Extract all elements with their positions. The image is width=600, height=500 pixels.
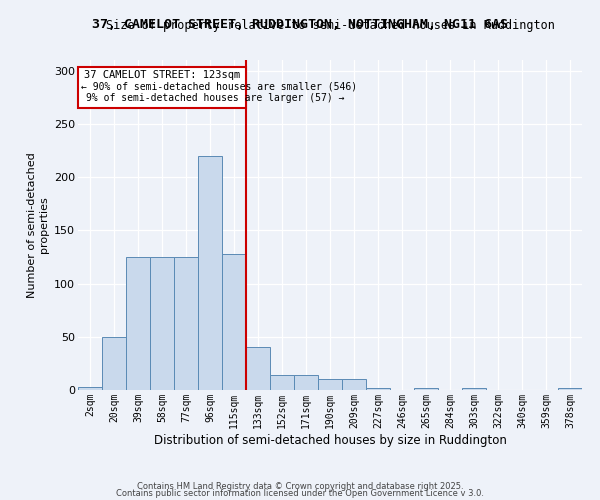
Text: ← 90% of semi-detached houses are smaller (546): ← 90% of semi-detached houses are smalle… [81,82,357,92]
Bar [294,375,318,390]
Text: Contains HM Land Registry data © Crown copyright and database right 2025.: Contains HM Land Registry data © Crown c… [137,482,463,491]
Bar [198,156,222,390]
Text: 9% of semi-detached houses are larger (57) →: 9% of semi-detached houses are larger (5… [86,93,344,103]
Bar [558,388,582,390]
Title: Size of property relative to semi-detached houses in Ruddington: Size of property relative to semi-detach… [106,20,554,32]
Bar [150,257,174,390]
Bar [366,388,390,390]
Bar [414,388,438,390]
Text: 37 CAMELOT STREET: 123sqm: 37 CAMELOT STREET: 123sqm [84,70,241,80]
Bar [246,348,270,390]
Bar [126,257,150,390]
Text: 37, CAMELOT STREET, RUDDINGTON, NOTTINGHAM, NG11 6AS: 37, CAMELOT STREET, RUDDINGTON, NOTTINGH… [92,18,508,30]
Bar [222,254,246,390]
Bar [270,375,294,390]
Text: Contains public sector information licensed under the Open Government Licence v : Contains public sector information licen… [116,488,484,498]
Bar [174,257,198,390]
Bar [102,337,126,390]
FancyBboxPatch shape [79,68,246,108]
Bar [78,387,102,390]
Bar [342,380,366,390]
Bar [462,388,486,390]
X-axis label: Distribution of semi-detached houses by size in Ruddington: Distribution of semi-detached houses by … [154,434,506,446]
Bar [318,380,342,390]
Y-axis label: Number of semi-detached
properties: Number of semi-detached properties [27,152,49,298]
